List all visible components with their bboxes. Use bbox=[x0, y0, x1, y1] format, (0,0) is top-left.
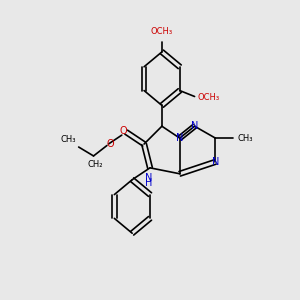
Text: O: O bbox=[119, 126, 127, 136]
Text: H: H bbox=[145, 178, 152, 188]
Text: O: O bbox=[106, 139, 114, 149]
Text: CH₃: CH₃ bbox=[238, 134, 253, 142]
Text: N: N bbox=[212, 157, 219, 167]
Text: CH₂: CH₂ bbox=[87, 160, 103, 169]
Text: N: N bbox=[176, 133, 183, 143]
Text: N: N bbox=[145, 173, 152, 183]
Text: OCH₃: OCH₃ bbox=[198, 94, 220, 103]
Text: OCH₃: OCH₃ bbox=[151, 27, 173, 36]
Text: N: N bbox=[191, 121, 198, 131]
Text: CH₃: CH₃ bbox=[60, 135, 76, 144]
